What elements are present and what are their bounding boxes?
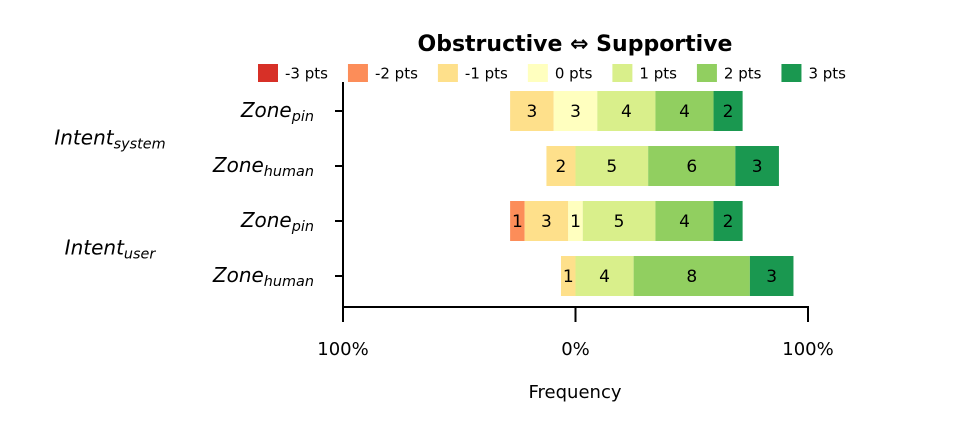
data-label: 5 xyxy=(606,157,617,177)
data-label: 3 xyxy=(766,267,777,287)
data-label: 1 xyxy=(512,212,523,232)
data-label: 3 xyxy=(752,157,763,177)
chart-title: Obstructive ⇔ Supportive xyxy=(418,32,733,57)
legend-swatch xyxy=(347,64,368,82)
x-tick-label: 100% xyxy=(782,339,833,360)
data-label: 3 xyxy=(570,102,581,122)
legend-swatch xyxy=(258,64,278,82)
bar-segment xyxy=(655,91,714,131)
data-label: 5 xyxy=(614,212,625,232)
bar-segment xyxy=(553,91,598,131)
data-label: 1 xyxy=(570,212,581,232)
bar-segment xyxy=(568,201,583,241)
data-label: 2 xyxy=(723,212,734,232)
legend-label: -1 pts xyxy=(465,65,508,83)
data-label: 4 xyxy=(599,267,610,287)
data-label: 2 xyxy=(556,157,567,177)
bar-segment xyxy=(648,146,736,186)
legend-label: 3 pts xyxy=(808,65,846,83)
data-label: 3 xyxy=(526,102,537,122)
x-tick-label: 100% xyxy=(317,339,368,360)
data-label: 4 xyxy=(679,102,690,122)
legend-label: 2 pts xyxy=(724,65,762,83)
bar-segment xyxy=(713,91,743,131)
legend-swatch xyxy=(527,64,548,82)
bar-segment xyxy=(575,146,649,186)
legend-swatch xyxy=(781,64,802,82)
y-tick-label-sub: human xyxy=(264,164,314,180)
legend-swatch xyxy=(437,64,458,82)
data-label: 3 xyxy=(541,212,552,232)
y-tick-label-text: Zone xyxy=(240,208,292,232)
bar-segment xyxy=(735,146,779,186)
bar-segment xyxy=(510,91,554,131)
data-label: 1 xyxy=(563,267,574,287)
group-label-sub: user xyxy=(124,247,156,263)
legend-label: 0 pts xyxy=(555,65,593,83)
bar-segment xyxy=(575,256,634,296)
bar-segment xyxy=(546,146,576,186)
group-label: Intentsystem xyxy=(54,125,165,153)
bar-segment xyxy=(597,91,656,131)
y-tick-label: Zonehuman xyxy=(212,263,314,291)
legend-swatch xyxy=(696,64,717,82)
bar-segment xyxy=(510,201,525,241)
data-label: 8 xyxy=(686,267,697,287)
bar-segment xyxy=(749,256,794,296)
y-tick-label-text: Zone xyxy=(212,153,264,177)
group-label-text: Intent xyxy=(54,125,114,149)
data-label: 6 xyxy=(686,157,697,177)
y-tick-label-sub: pin xyxy=(291,109,314,125)
x-axis-label: Frequency xyxy=(529,382,622,403)
bar-segment xyxy=(524,201,569,241)
bar-segment xyxy=(633,256,750,296)
y-tick-label: Zonepin xyxy=(240,98,314,126)
legend-label: -3 pts xyxy=(285,65,328,83)
data-label: 2 xyxy=(723,102,734,122)
legend-label: 1 pts xyxy=(639,65,677,83)
y-tick-label: Zonehuman xyxy=(212,153,314,181)
data-label: 4 xyxy=(621,102,632,122)
bar-segment xyxy=(560,256,576,296)
bar-segment xyxy=(582,201,656,241)
data-label: 4 xyxy=(679,212,690,232)
bar-segment xyxy=(655,201,714,241)
group-label-text: Intent xyxy=(65,235,125,259)
y-tick-label-sub: human xyxy=(264,274,314,290)
bar-segment xyxy=(713,201,743,241)
y-tick-label-text: Zone xyxy=(212,263,264,287)
legend-swatch xyxy=(612,64,633,82)
y-tick-label-sub: pin xyxy=(291,219,314,235)
y-tick-label-text: Zone xyxy=(240,98,292,122)
group-label-sub: system xyxy=(114,137,166,153)
legend-label: -2 pts xyxy=(375,65,418,83)
x-tick-label: 0% xyxy=(561,339,590,360)
group-label: Intentuser xyxy=(65,235,157,263)
y-tick-label: Zonepin xyxy=(240,208,314,236)
